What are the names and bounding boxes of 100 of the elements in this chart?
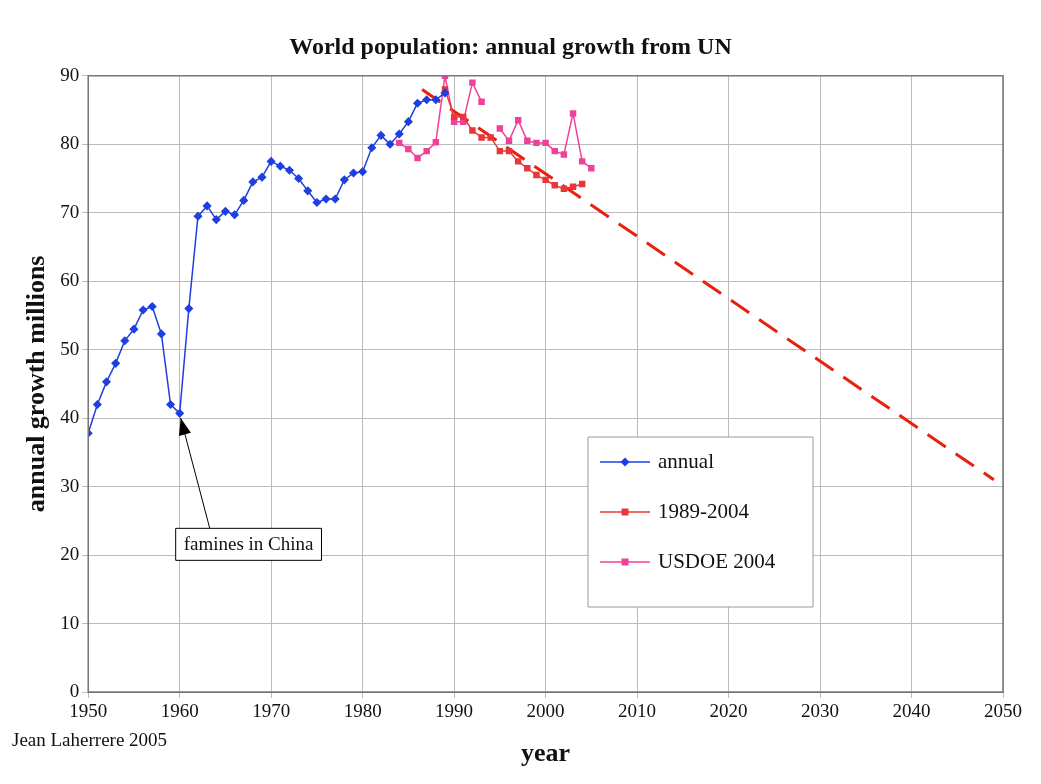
- y-tick-label: 20: [60, 543, 80, 565]
- point: [524, 165, 531, 172]
- y-tick-label: 40: [60, 406, 80, 428]
- y-axis-title: annual growth millions: [21, 255, 51, 513]
- point: [560, 151, 568, 158]
- point: [294, 174, 303, 183]
- point: [367, 143, 377, 152]
- y-tick-label: 90: [60, 63, 80, 85]
- text: Jean Laherrere 2005: [12, 729, 168, 750]
- point: [460, 113, 467, 121]
- x-tick-label: 2010: [618, 700, 657, 722]
- point: [221, 207, 230, 216]
- point: [478, 134, 485, 141]
- point: [588, 165, 595, 172]
- legend-label: 1989-2004: [658, 498, 750, 523]
- point: [478, 98, 485, 106]
- point: [202, 201, 212, 211]
- point: [193, 211, 203, 221]
- point: [239, 196, 248, 205]
- point: [349, 168, 358, 178]
- chart-title: World population: annual growth from UN: [289, 32, 733, 59]
- y-tick-label: 0: [69, 679, 80, 701]
- point: [524, 137, 531, 145]
- point: [120, 336, 130, 346]
- x-tick-label: 2000: [526, 700, 565, 722]
- x-tick-label: 2030: [801, 700, 840, 722]
- x-axis-title: year: [521, 738, 571, 768]
- x-tick-label: 1950: [69, 700, 108, 722]
- point: [542, 139, 549, 147]
- x-tick-label: 1990: [435, 700, 474, 722]
- point: [394, 129, 404, 139]
- point: [129, 324, 139, 334]
- point: [396, 139, 403, 147]
- point: [505, 147, 513, 155]
- point: [285, 166, 294, 175]
- x-tick-label: 2040: [892, 700, 931, 722]
- point: [93, 400, 102, 409]
- y-tick-label: 80: [60, 132, 80, 154]
- point: [257, 172, 267, 182]
- point: [157, 329, 166, 339]
- point: [414, 154, 421, 162]
- point: [496, 147, 504, 155]
- point: [102, 377, 111, 387]
- point: [505, 137, 513, 145]
- point: [276, 161, 285, 171]
- point: [514, 158, 522, 165]
- point: [404, 117, 413, 126]
- point: [533, 139, 540, 147]
- point: [111, 359, 120, 368]
- point: [432, 138, 440, 146]
- point: [487, 134, 494, 141]
- y-tick-label: 30: [60, 474, 80, 496]
- x-tick-label: 1980: [343, 700, 382, 722]
- point: [413, 98, 422, 108]
- point: [469, 127, 476, 134]
- point: [147, 302, 157, 311]
- x-tick-label: 1970: [252, 700, 291, 722]
- point: [450, 113, 458, 121]
- point: [496, 125, 504, 132]
- point: [340, 175, 349, 185]
- point: [469, 79, 476, 86]
- legend-label: annual: [658, 448, 715, 473]
- y-tick-label: 60: [60, 269, 80, 291]
- y-tick-label: 50: [60, 337, 80, 359]
- point: [212, 215, 221, 224]
- point: [248, 177, 258, 187]
- point: [423, 147, 430, 155]
- point: [175, 409, 184, 418]
- point: [376, 131, 386, 140]
- x-tick-label: 2020: [709, 700, 748, 722]
- x-tick-label: 2050: [984, 700, 1022, 722]
- point: [551, 182, 558, 189]
- point: [578, 180, 586, 188]
- point: [230, 210, 239, 220]
- point: [321, 194, 331, 204]
- point: [533, 171, 540, 179]
- point: [138, 305, 148, 315]
- point: [358, 167, 367, 176]
- y-tick-label: 10: [60, 611, 80, 633]
- y-tick-label: 70: [60, 200, 80, 222]
- point: [578, 158, 586, 165]
- point: [560, 185, 568, 192]
- point: [431, 95, 441, 105]
- legend-label: USDOE 2004: [658, 548, 776, 573]
- point: [422, 95, 431, 105]
- point: [569, 183, 577, 190]
- point: [184, 304, 194, 313]
- point: [385, 140, 395, 149]
- point: [514, 117, 522, 124]
- point: [405, 145, 412, 153]
- point: [542, 176, 549, 184]
- x-tick-label: 1960: [160, 700, 199, 722]
- point: [551, 147, 558, 155]
- point: [569, 110, 577, 117]
- point: [166, 400, 175, 409]
- point: [312, 198, 322, 207]
- point: [330, 194, 340, 204]
- point: [303, 186, 312, 196]
- annotation: famines in China: [183, 533, 315, 555]
- point: [266, 157, 276, 166]
